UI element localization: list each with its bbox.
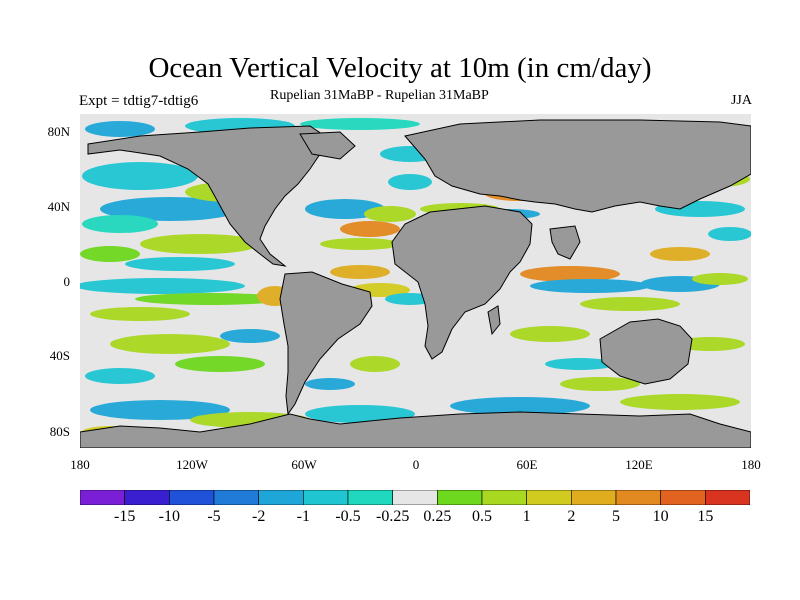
patch (340, 221, 400, 237)
patch (388, 174, 432, 190)
landmass-greenland (299, 131, 356, 160)
landmass-antarctica (80, 411, 751, 448)
patch (520, 266, 620, 282)
patch (140, 234, 260, 254)
chart-title: Ocean Vertical Velocity at 10m (in cm/da… (148, 52, 652, 84)
patch (100, 197, 240, 221)
patch (80, 246, 140, 262)
patch (135, 293, 285, 305)
colorbar-label: 1 (522, 508, 531, 525)
colorbar-swatch (392, 490, 438, 505)
patch (82, 215, 158, 233)
patch (620, 394, 740, 410)
subtitle: Rupelian 31MaBP - Rupelian 31MaBP (270, 88, 489, 103)
patch (320, 238, 400, 250)
colorbar-label: 15 (697, 508, 714, 525)
colorbar-swatch (80, 490, 125, 505)
colorbar-swatch (124, 490, 170, 505)
colorbar-label: -0.25 (375, 508, 410, 525)
colorbar-swatch (169, 490, 215, 505)
patch (580, 297, 680, 311)
patch (675, 337, 745, 351)
patch (90, 400, 230, 420)
landmass-india (549, 225, 581, 260)
experiment-label: Expt = tdtig7-tdtig6 (79, 93, 199, 109)
patch (330, 265, 390, 279)
colorbar-label: -1 (296, 508, 310, 525)
x-tick-120e: 120E (625, 457, 653, 472)
patch (125, 257, 235, 271)
colorbar-swatch (303, 490, 349, 505)
colorbar-label: -15 (113, 508, 136, 525)
patch (545, 358, 615, 370)
colorbar-swatch (660, 490, 706, 505)
patch (450, 397, 590, 415)
landmass-australia (599, 318, 693, 385)
colorbar-label: -5 (207, 508, 221, 525)
y-tick-40n: 40N (47, 199, 70, 214)
world-map (80, 114, 751, 448)
colorbar-swatch (571, 490, 617, 505)
y-tick-0: 0 (63, 274, 71, 289)
x-tick-60e: 60E (516, 457, 538, 472)
x-tick-180w: 180 (70, 457, 90, 472)
x-tick-120w: 120W (176, 457, 208, 472)
colorbar-swatch (526, 490, 572, 505)
patch (650, 247, 710, 261)
landmass-eurasia (404, 119, 751, 213)
y-tick-40s: 40S (49, 348, 70, 363)
x-tick-180e: 180 (741, 457, 761, 472)
landmass-africa (391, 205, 533, 360)
patch (85, 121, 155, 137)
colorbar-label: 10 (652, 508, 669, 525)
colorbar-swatch (481, 490, 527, 505)
colorbar-swatch (615, 490, 661, 505)
colorbar-swatch (347, 490, 393, 505)
patch (305, 378, 355, 390)
colorbar-label: -0.5 (335, 508, 361, 525)
patch (300, 118, 420, 130)
x-tick-60w: 60W (291, 457, 317, 472)
patch (350, 356, 400, 372)
colorbar (80, 490, 750, 505)
colorbar-label: -2 (251, 508, 266, 525)
colorbar-swatch (258, 490, 304, 505)
patch (560, 377, 640, 391)
y-tick-80s: 80S (49, 424, 70, 439)
patch (90, 307, 190, 321)
patch (110, 334, 230, 354)
patch (85, 368, 155, 384)
colorbar-label: 5 (612, 508, 620, 525)
landmass-madagascar (487, 305, 501, 336)
patch (82, 162, 198, 190)
land-masses (80, 119, 751, 448)
landmass-south-america (279, 271, 373, 416)
colorbar-label: 2 (567, 508, 576, 525)
patch (364, 206, 416, 222)
colorbar-label: 0.5 (472, 508, 492, 525)
patch (220, 329, 280, 343)
patch (510, 326, 590, 342)
y-tick-80n: 80N (47, 124, 70, 139)
season-label: JJA (730, 93, 752, 108)
patch (692, 273, 748, 285)
patch (305, 405, 415, 423)
colorbar-swatch (705, 490, 750, 505)
patch (708, 227, 751, 241)
patch (175, 356, 265, 372)
colorbar-swatch (437, 490, 483, 505)
patch (80, 278, 245, 294)
x-tick-0: 0 (412, 457, 420, 472)
patch (530, 279, 650, 293)
colorbar-label: -10 (158, 508, 180, 525)
colorbar-swatch (213, 490, 259, 505)
colorbar-label: 0.25 (423, 508, 452, 525)
landmass-north-america (87, 125, 326, 267)
